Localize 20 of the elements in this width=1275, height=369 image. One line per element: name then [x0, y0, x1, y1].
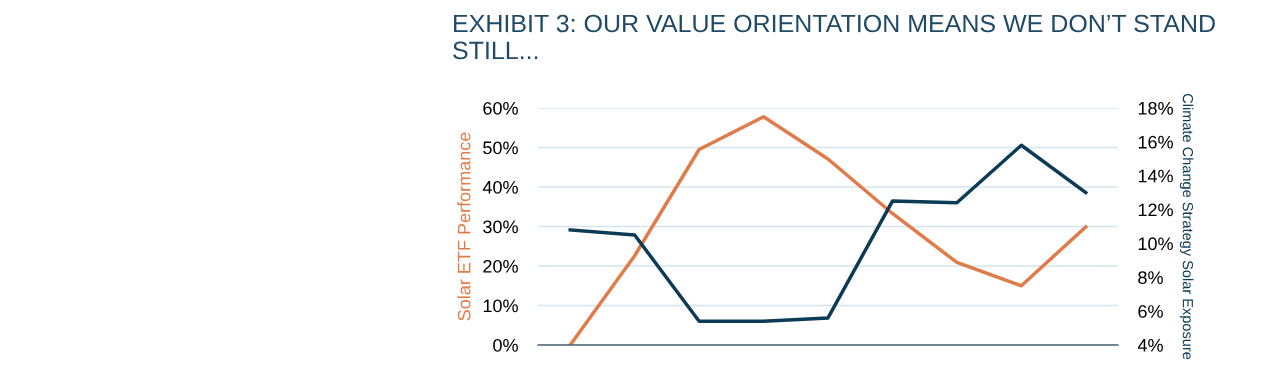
y-tick-label: 10%	[483, 299, 518, 313]
line-series	[568, 143, 1088, 324]
y2-axis-title: Climate Change Strategy Solar Exposure	[1179, 93, 1194, 360]
y2-tick-label: 4%	[1137, 339, 1163, 352]
y-axis-title: Solar ETF Performance	[457, 132, 471, 321]
y2-tick-label: 14%	[1138, 169, 1173, 183]
line-series	[568, 114, 1088, 345]
y2-tick-label: 16%	[1138, 135, 1173, 149]
chart-title: EXHIBIT 3: OUR VALUE ORIENTATION MEANS WE DON’T STAND STILL...	[453, 14, 1215, 60]
y-tick-label: 40%	[482, 180, 518, 194]
y2-tick-label: 6%	[1138, 305, 1163, 318]
y-tick-label: 50%	[483, 141, 518, 155]
y2-tick-label: 10%	[1138, 237, 1173, 251]
y2-tick-label: 18%	[1138, 101, 1173, 115]
y-tick-label: 20%	[483, 259, 518, 273]
y-tick-label: 0%	[493, 338, 518, 352]
y-tick-label: 60%	[483, 101, 518, 115]
y-tick-label: 30%	[483, 220, 518, 234]
y2-tick-label: 12%	[1138, 203, 1173, 217]
y2-tick-label: 8%	[1138, 271, 1163, 285]
